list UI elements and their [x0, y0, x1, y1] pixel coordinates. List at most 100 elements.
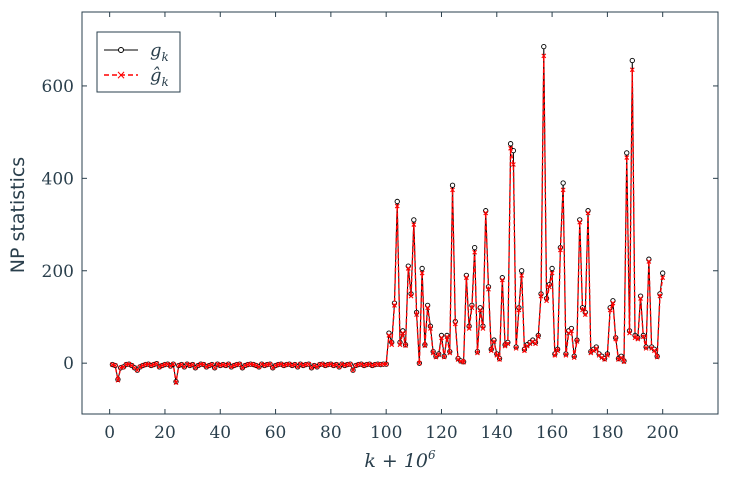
point-gk	[519, 268, 525, 274]
legend-marker-gk	[118, 47, 124, 53]
point-ghat	[469, 305, 475, 311]
point-gk	[507, 141, 514, 147]
point-gk	[472, 245, 478, 251]
point-ghat	[632, 335, 638, 341]
point-ghat	[541, 53, 547, 59]
point-ghat	[419, 270, 425, 276]
point-ghat	[654, 354, 660, 360]
point-ghat	[206, 363, 212, 368]
point-ghat	[405, 266, 411, 271]
point-ghat	[322, 363, 328, 368]
x-axis-ticks: 0 20 40 60 80 100 120 140 160 180 200	[104, 12, 679, 443]
point-gk	[419, 265, 425, 272]
point-ghat	[505, 341, 511, 347]
point-ghat	[538, 293, 544, 299]
point-ghat	[508, 145, 513, 151]
point-ghat	[640, 334, 646, 340]
point-ghat	[522, 348, 527, 354]
y-axis-label: NP statistics	[7, 157, 29, 273]
point-ghat	[170, 361, 176, 367]
series-layer	[109, 44, 666, 385]
point-ghat	[231, 363, 237, 368]
point-ghat	[646, 259, 652, 264]
point-ghat	[157, 364, 162, 370]
x-tick-label: 80	[320, 423, 342, 443]
point-ghat	[605, 352, 610, 358]
point-ghat	[273, 363, 278, 368]
point-ghat	[652, 348, 657, 354]
point-ghat	[439, 335, 444, 341]
point-ghat	[593, 345, 599, 351]
point-ghat	[599, 355, 605, 361]
point-ghat	[281, 363, 287, 368]
point-ghat	[627, 330, 632, 336]
x-tick-label: 200	[646, 423, 678, 443]
point-ghat	[430, 350, 436, 356]
point-ghat	[475, 350, 480, 356]
x-tick-label: 180	[591, 423, 623, 443]
point-ghat	[458, 358, 464, 364]
point-ghat	[491, 339, 497, 344]
point-gk	[444, 332, 450, 339]
point-ghat	[148, 363, 154, 368]
x-tick-label: 40	[209, 423, 231, 443]
point-ghat	[137, 364, 143, 370]
point-ghat	[204, 364, 209, 370]
point-ghat	[389, 342, 395, 348]
y-tick-label: 400	[42, 169, 74, 189]
point-ghat	[535, 334, 541, 340]
point-ghat	[635, 336, 641, 342]
point-ghat	[638, 296, 643, 301]
point-ghat	[411, 222, 417, 227]
point-ghat	[414, 312, 419, 318]
point-ghat	[394, 203, 400, 209]
point-ghat	[347, 361, 353, 367]
point-ghat	[513, 345, 519, 351]
point-ghat	[574, 339, 580, 344]
point-ghat	[580, 307, 585, 313]
point-ghat	[331, 363, 337, 368]
x-tick-label: 120	[425, 423, 457, 443]
point-gk	[411, 217, 417, 223]
point-ghat	[298, 361, 303, 367]
point-ghat	[616, 357, 621, 362]
point-ghat	[184, 361, 190, 367]
legend-box	[96, 31, 181, 93]
point-ghat	[212, 365, 218, 371]
point-ghat	[455, 357, 461, 362]
point-ghat	[300, 363, 306, 368]
point-ghat	[195, 363, 201, 368]
point-ghat	[555, 348, 561, 354]
point-ghat	[383, 361, 389, 367]
point-ghat	[361, 363, 367, 368]
point-ghat	[494, 352, 500, 358]
point-ghat	[602, 357, 608, 362]
point-ghat	[428, 326, 433, 331]
point-gk	[449, 182, 456, 188]
point-ghat	[350, 367, 356, 373]
point-ghat	[253, 363, 259, 368]
point-ghat	[151, 362, 157, 367]
point-ghat	[278, 361, 284, 367]
point-ghat	[342, 363, 348, 368]
point-ghat	[629, 67, 635, 73]
point-ghat	[369, 363, 375, 368]
point-ghat	[577, 219, 583, 225]
point-ghat	[223, 363, 229, 368]
point-ghat	[339, 361, 345, 367]
x-axis-label: k + 106	[364, 448, 436, 472]
point-ghat	[422, 343, 428, 349]
x-tick-label: 140	[481, 423, 513, 443]
point-ghat	[477, 307, 483, 313]
point-ghat	[112, 363, 118, 368]
point-ghat	[563, 352, 569, 358]
point-ghat	[126, 361, 132, 367]
point-ghat	[483, 210, 489, 216]
x-tick-label: 100	[370, 423, 402, 443]
point-ghat	[259, 361, 265, 367]
point-ghat	[447, 350, 453, 356]
x-tick-label: 20	[154, 423, 176, 443]
y-tick-label: 200	[42, 262, 74, 282]
point-gk	[541, 44, 547, 50]
point-ghat	[516, 307, 522, 313]
